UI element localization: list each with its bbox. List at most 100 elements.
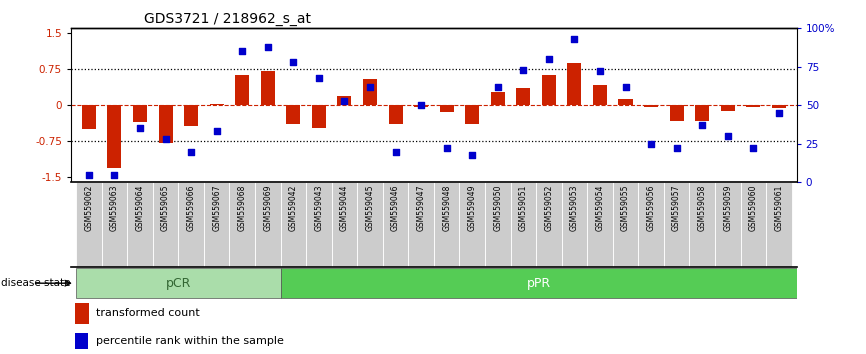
Text: GSM559052: GSM559052 [545, 185, 553, 231]
Bar [593, 85, 607, 105]
Text: pPR: pPR [527, 277, 551, 290]
Text: GSM559062: GSM559062 [84, 185, 94, 231]
Bar [76, 268, 281, 298]
Point [107, 172, 121, 177]
Point [669, 145, 683, 151]
Bar [306, 182, 332, 267]
Bar [440, 105, 454, 112]
Bar [567, 63, 581, 105]
Point [593, 69, 607, 74]
Text: GSM559060: GSM559060 [749, 185, 758, 232]
Bar [338, 96, 352, 105]
Bar [127, 182, 152, 267]
Point [158, 136, 172, 142]
Text: GSM559043: GSM559043 [314, 185, 323, 232]
Bar [491, 92, 505, 105]
Bar [587, 182, 613, 267]
Text: GSM559056: GSM559056 [647, 185, 656, 232]
Point [287, 59, 301, 65]
Bar [74, 303, 89, 324]
Bar [82, 105, 96, 129]
Bar [511, 182, 536, 267]
Bar [389, 105, 403, 124]
Text: GSM559047: GSM559047 [417, 185, 425, 232]
Point [721, 133, 734, 139]
Bar [434, 182, 460, 267]
Point [236, 48, 249, 54]
Text: GSM559045: GSM559045 [365, 185, 374, 232]
Point [491, 84, 505, 90]
Bar [613, 182, 638, 267]
Bar [542, 75, 556, 105]
Text: GDS3721 / 218962_s_at: GDS3721 / 218962_s_at [144, 12, 311, 26]
Point [516, 67, 530, 73]
Point [772, 110, 785, 116]
Point [618, 84, 632, 90]
Text: GSM559064: GSM559064 [135, 185, 145, 232]
Point [133, 126, 147, 131]
Bar [638, 182, 664, 267]
Bar [485, 182, 511, 267]
Bar [689, 182, 715, 267]
Bar [74, 333, 87, 348]
Point [465, 152, 479, 158]
Bar [618, 98, 632, 105]
Bar [664, 182, 689, 267]
Text: GSM559065: GSM559065 [161, 185, 170, 232]
Bar [766, 182, 792, 267]
Bar [184, 105, 198, 126]
Bar [158, 105, 172, 143]
Text: GSM559050: GSM559050 [494, 185, 502, 232]
Text: GSM559046: GSM559046 [391, 185, 400, 232]
Point [695, 122, 709, 128]
Text: GSM559054: GSM559054 [596, 185, 604, 232]
Bar [740, 182, 766, 267]
Bar [715, 182, 740, 267]
Text: GSM559057: GSM559057 [672, 185, 682, 232]
Bar [287, 105, 301, 124]
Text: GSM559053: GSM559053 [570, 185, 578, 232]
Bar [562, 182, 587, 267]
Text: GSM559058: GSM559058 [698, 185, 707, 231]
Text: GSM559049: GSM559049 [468, 185, 476, 232]
Text: GSM559051: GSM559051 [519, 185, 527, 231]
Bar [107, 105, 121, 168]
Bar [76, 182, 101, 267]
Bar [414, 105, 428, 107]
Bar [229, 182, 255, 267]
Bar [746, 105, 760, 107]
Bar [408, 182, 434, 267]
Text: pCR: pCR [165, 277, 191, 290]
Bar [536, 182, 562, 267]
Bar [669, 105, 683, 121]
Bar [261, 71, 275, 105]
Point [567, 36, 581, 42]
Bar [281, 182, 306, 267]
Bar [772, 105, 785, 108]
Bar [101, 182, 127, 267]
Bar [363, 79, 377, 105]
Point [184, 149, 198, 154]
Text: percentile rank within the sample: percentile rank within the sample [96, 336, 284, 346]
Text: GSM559069: GSM559069 [263, 185, 272, 232]
Point [338, 98, 352, 103]
Text: transformed count: transformed count [96, 308, 200, 318]
Text: GSM559042: GSM559042 [289, 185, 298, 231]
Text: disease state: disease state [1, 278, 70, 288]
Point [542, 56, 556, 62]
Point [363, 84, 377, 90]
Bar [204, 182, 229, 267]
Point [389, 149, 403, 154]
Point [644, 141, 658, 147]
Bar [383, 182, 408, 267]
Bar [332, 182, 357, 267]
Bar [721, 105, 734, 111]
Bar [460, 182, 485, 267]
Bar [516, 88, 530, 105]
Point [210, 129, 223, 134]
Text: GSM559067: GSM559067 [212, 185, 221, 232]
Text: GSM559044: GSM559044 [340, 185, 349, 232]
Point [414, 103, 428, 108]
Point [312, 75, 326, 80]
Bar [644, 105, 658, 107]
